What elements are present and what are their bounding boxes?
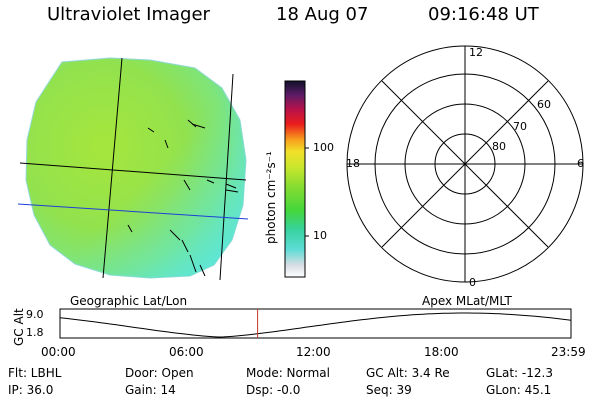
status-glon: GLon: 45.1 — [486, 383, 552, 397]
timeline-tick-1200: 12:00 — [296, 345, 331, 359]
status-gain: Gain: 14 — [125, 383, 176, 397]
coastline-fragments — [127, 119, 239, 277]
image-time: 09:16:48 UT — [428, 4, 539, 25]
equator-line — [17, 203, 249, 220]
mlat-70-label: 70 — [513, 120, 527, 133]
timeline-left-title: Geographic Lat/Lon — [70, 294, 188, 308]
uv-image-panel[interactable] — [0, 40, 260, 300]
instrument-title: Ultraviolet Imager — [47, 4, 210, 25]
colorbar-tick-10: 10 — [313, 229, 327, 242]
timeline-tick-0000: 00:00 — [41, 345, 76, 359]
timeline-right-title: Apex MLat/MLT — [422, 294, 512, 308]
polar-grid — [346, 45, 584, 283]
status-glat: GLat: -12.3 — [486, 366, 553, 380]
status-seq: Seq: 39 — [366, 383, 412, 397]
colorbar — [284, 80, 309, 278]
mlt-18-label: 18 — [346, 157, 360, 170]
timeline-tick-0600: 06:00 — [169, 345, 204, 359]
altitude-curve — [59, 312, 572, 338]
colorbar-tick-100: 100 — [313, 141, 334, 154]
timeline-y-bottom: 1.8 — [26, 326, 44, 339]
timeline-plot[interactable] — [59, 308, 580, 339]
mlt-12-label: 12 — [469, 46, 483, 59]
mlt-0-label: 0 — [469, 276, 476, 289]
status-door: Door: Open — [125, 366, 194, 380]
mlat-60-label: 60 — [537, 98, 551, 111]
status-dsp: Dsp: -0.0 — [246, 383, 301, 397]
status-mode: Mode: Normal — [246, 366, 330, 380]
geographic-grid — [19, 57, 247, 281]
earth-disk — [25, 57, 247, 279]
image-date: 18 Aug 07 — [276, 4, 369, 25]
status-filter: Flt: LBHL — [8, 366, 62, 380]
timeline-y-top: 9.0 — [26, 308, 44, 321]
timeline-tick-2359: 23:59 — [551, 345, 586, 359]
polar-plot[interactable] — [345, 45, 585, 288]
status-gc-alt: GC Alt: 3.4 Re — [366, 366, 450, 380]
timeline-axis-label: GC Alt — [12, 308, 26, 346]
mlat-80-label: 80 — [492, 140, 506, 153]
timeline-tick-1800: 18:00 — [424, 345, 459, 359]
colorbar-unit-label: photon cm⁻²s⁻¹ — [264, 151, 278, 244]
status-ip: IP: 36.0 — [8, 383, 54, 397]
mlt-6-label: 6 — [577, 157, 584, 170]
